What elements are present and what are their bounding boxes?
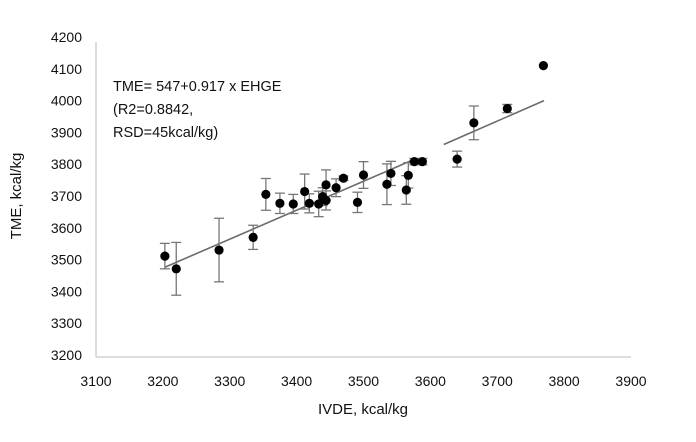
data-point (452, 154, 462, 164)
y-tick-label: 4100 (51, 61, 82, 77)
data-point (358, 170, 369, 180)
data-point (382, 179, 392, 189)
trendline-segment (443, 99, 545, 146)
data-point (304, 198, 314, 208)
data-point (386, 168, 396, 179)
data-point (261, 189, 271, 200)
data-point (502, 103, 512, 114)
data-point (288, 199, 298, 209)
data-point (417, 157, 427, 167)
x-tick-label: 3800 (549, 373, 580, 389)
data-point (403, 170, 413, 180)
data-point (314, 199, 324, 209)
x-tick-labels: 3100 3200 3300 3400 3500 3600 3700 3800 3900 (80, 373, 646, 389)
trendlines (164, 99, 545, 268)
x-tick-label: 3400 (281, 373, 312, 389)
data-point (401, 185, 411, 195)
data-point (331, 183, 341, 193)
x-tick-label: 3500 (348, 373, 379, 389)
y-tick-label: 3200 (51, 347, 82, 363)
y-tick-label: 3600 (51, 220, 82, 236)
y-tick-label: 3900 (51, 124, 82, 140)
data-point (321, 180, 331, 190)
data-point (352, 197, 363, 207)
y-axis-title: TME, kcal/kg (8, 153, 25, 240)
axes (95, 42, 631, 358)
y-tick-label: 3800 (51, 156, 82, 172)
data-point (321, 195, 331, 206)
data-point (171, 264, 181, 274)
y-tick-label: 3300 (51, 315, 82, 331)
data-point (469, 118, 479, 128)
trendline-segment (164, 160, 411, 268)
y-tick-label: 3500 (51, 252, 82, 268)
x-tick-label: 3600 (415, 373, 446, 389)
data-point (538, 61, 548, 71)
data-point (275, 198, 285, 208)
data-point (160, 251, 170, 261)
data-points (160, 61, 548, 274)
x-axis-title: IVDE, kcal/kg (318, 401, 408, 418)
x-tick-label: 3100 (80, 373, 111, 389)
x-tick-label: 3700 (482, 373, 513, 389)
y-tick-labels: 3200 3300 3400 3500 3600 3700 3800 3900 4000 4100… (51, 29, 82, 363)
data-point (248, 232, 258, 242)
y-tick-label: 4200 (51, 29, 82, 45)
equation-annotation-line-3: RSD=45kcal/kg) (113, 125, 218, 141)
data-point (214, 245, 224, 255)
equation-annotation-line-2: (R2=0.8842, (113, 102, 193, 118)
data-point (300, 186, 310, 197)
data-point (409, 157, 419, 167)
data-point (338, 173, 349, 183)
x-tick-label: 3900 (615, 373, 646, 389)
equation-annotation-line-1: TME= 547+0.917 x EHGE (113, 79, 282, 95)
y-tick-label: 4000 (51, 93, 82, 109)
x-tick-label: 3300 (214, 373, 245, 389)
y-tick-label: 3400 (51, 283, 82, 299)
x-tick-label: 3200 (147, 373, 178, 389)
y-tick-label: 3700 (51, 188, 82, 204)
